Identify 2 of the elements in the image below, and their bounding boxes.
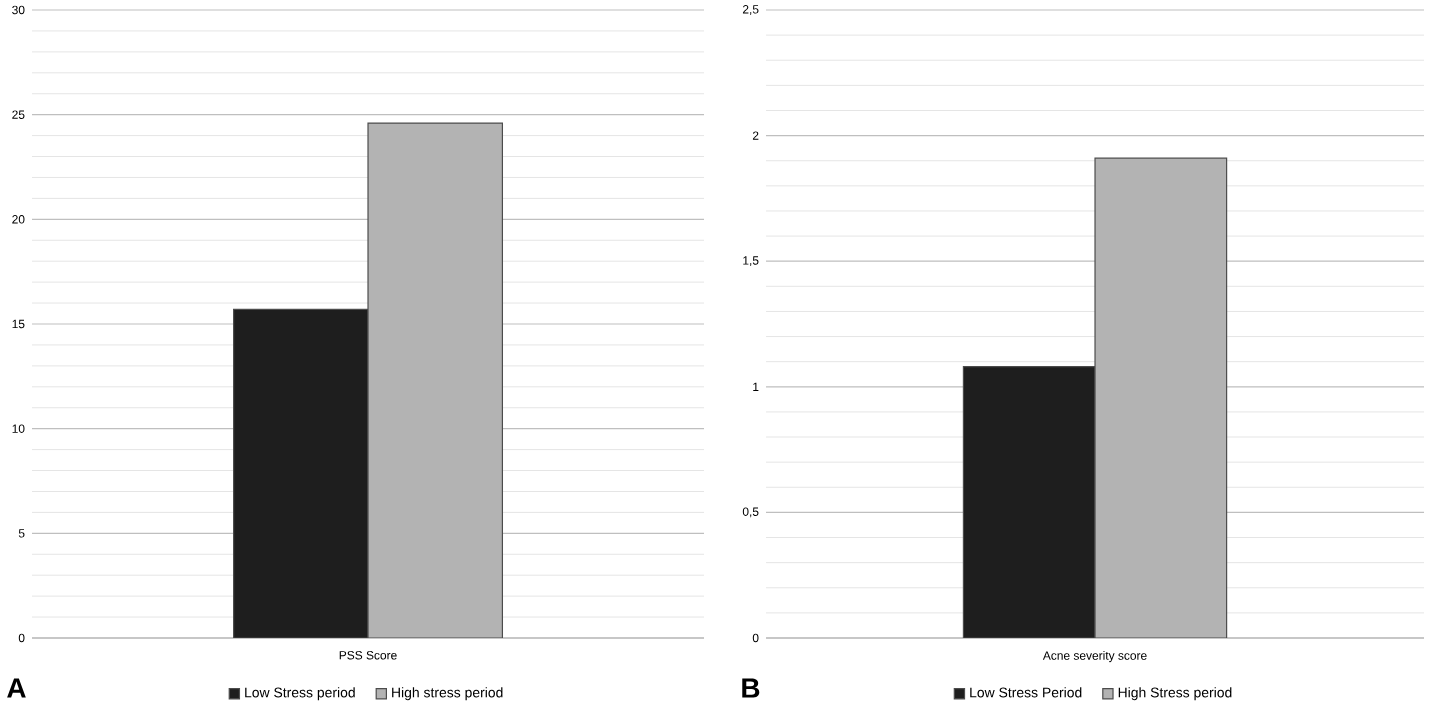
text: A [7,678,26,698]
text: B [742,678,760,698]
